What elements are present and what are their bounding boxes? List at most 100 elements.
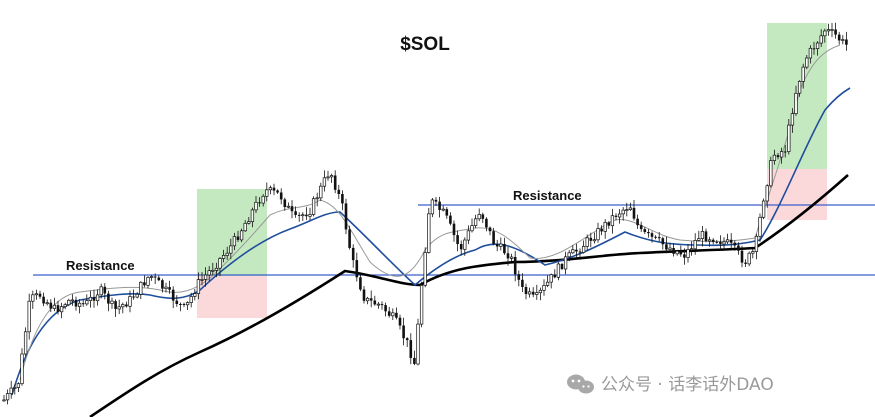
candle-body-33 xyxy=(121,304,125,308)
candle-body-190 xyxy=(686,249,690,258)
candle-body-184 xyxy=(665,244,668,250)
candle-body-76 xyxy=(276,190,279,193)
candle-body-71 xyxy=(258,202,261,204)
candle-body-144 xyxy=(521,279,524,287)
candle-body-204 xyxy=(737,245,740,251)
candle-body-77 xyxy=(279,192,283,200)
candle-body-73 xyxy=(265,189,269,197)
candle-body-229 xyxy=(826,29,831,32)
candle-body-115 xyxy=(416,323,420,365)
candle-body-232 xyxy=(837,34,841,41)
candle-body-10 xyxy=(38,293,42,297)
candle-body-169 xyxy=(610,215,615,227)
candle-body-64 xyxy=(232,236,237,247)
candle-body-85 xyxy=(308,214,312,217)
candle-body-206 xyxy=(744,262,747,264)
candle-body-66 xyxy=(239,230,244,241)
candle-body-36 xyxy=(132,296,135,298)
candle-body-98 xyxy=(355,260,359,278)
candle-body-158 xyxy=(571,249,575,254)
candle-body-82 xyxy=(297,214,301,216)
candle-body-35 xyxy=(128,296,132,307)
candle-body-142 xyxy=(513,257,517,275)
candle-body-202 xyxy=(729,239,733,243)
candle-body-38 xyxy=(139,281,143,295)
candle-body-97 xyxy=(351,247,355,261)
candle-body-209 xyxy=(754,235,759,252)
candle-body-134 xyxy=(485,218,488,228)
candle-body-19 xyxy=(70,299,75,302)
candle-body-65 xyxy=(236,236,240,240)
candle-body-70 xyxy=(254,201,258,211)
candle-body-181 xyxy=(654,236,657,238)
candle-body-78 xyxy=(283,199,287,207)
candle-body-117 xyxy=(423,252,427,286)
candle-body-183 xyxy=(661,238,665,245)
candle-body-170 xyxy=(614,215,618,217)
candle-body-233 xyxy=(841,39,845,41)
candle-body-32 xyxy=(117,306,121,310)
candle-body-145 xyxy=(524,287,528,294)
candle-body-118 xyxy=(427,213,431,253)
candle-body-191 xyxy=(689,248,694,251)
candle-body-101 xyxy=(365,297,370,302)
candle-body-213 xyxy=(769,160,773,187)
candle-body-189 xyxy=(683,254,686,258)
candle-body-31 xyxy=(114,301,117,309)
candle-body-151 xyxy=(545,281,550,286)
candle-body-231 xyxy=(834,29,837,35)
candle-body-54 xyxy=(196,279,201,294)
candle-body-205 xyxy=(740,250,744,263)
candle-body-12 xyxy=(45,302,49,305)
candle-body-28 xyxy=(103,286,107,294)
candle-body-165 xyxy=(596,228,600,241)
candle-body-21 xyxy=(77,302,82,307)
candle-body-187 xyxy=(675,250,679,255)
candle-body-153 xyxy=(553,274,557,278)
candle-body-178 xyxy=(643,229,647,232)
candle-body-234 xyxy=(845,39,848,45)
candle-body-75 xyxy=(272,187,276,191)
candle-body-114 xyxy=(413,357,416,364)
candle-body-59 xyxy=(214,267,219,271)
candle-body-102 xyxy=(369,298,373,301)
candle-body-103 xyxy=(373,300,377,305)
candle-body-194 xyxy=(700,231,705,239)
candle-body-173 xyxy=(625,209,629,211)
candle-body-200 xyxy=(722,241,726,245)
candle-body-84 xyxy=(305,214,308,217)
candle-body-199 xyxy=(719,241,722,244)
candle-body-185 xyxy=(668,247,672,250)
candle-body-129 xyxy=(466,230,471,241)
candle-body-214 xyxy=(772,154,777,161)
candle-body-193 xyxy=(697,238,701,241)
candle-body-162 xyxy=(585,237,589,247)
candle-body-5 xyxy=(20,353,24,385)
candle-body-212 xyxy=(765,185,769,202)
candle-body-93 xyxy=(337,189,341,194)
candle-body-63 xyxy=(229,245,233,254)
candle-body-207 xyxy=(747,252,751,265)
candle-body-96 xyxy=(348,229,351,248)
candle-body-188 xyxy=(679,251,683,255)
candle-body-29 xyxy=(107,293,110,304)
candle-body-133 xyxy=(481,214,485,219)
candle-body-3 xyxy=(13,387,17,389)
candle-body-157 xyxy=(567,252,571,258)
candle-body-230 xyxy=(830,29,834,31)
candle-body-91 xyxy=(329,175,334,178)
candle-body-24 xyxy=(88,296,93,301)
candle-body-11 xyxy=(42,296,45,304)
candle-body-177 xyxy=(639,225,643,230)
candle-body-149 xyxy=(538,289,543,294)
candle-body-163 xyxy=(589,237,593,241)
candle-body-125 xyxy=(452,223,456,236)
candle-body-197 xyxy=(711,239,715,242)
candle-body-164 xyxy=(592,239,597,242)
candle-body-81 xyxy=(294,211,297,215)
candle-body-37 xyxy=(135,293,139,298)
candle-body-127 xyxy=(459,244,463,250)
candle-body-100 xyxy=(362,289,366,301)
candle-body-74 xyxy=(268,187,273,191)
